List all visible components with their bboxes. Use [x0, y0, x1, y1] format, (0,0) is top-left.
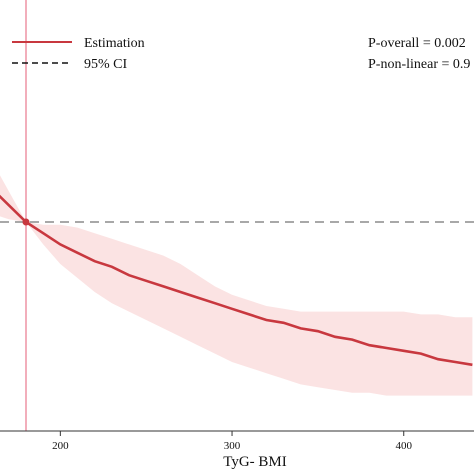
estimation-line: [0, 194, 473, 367]
reference-point: [22, 218, 30, 226]
p-overall-annotation: P-overall = 0.002: [368, 36, 466, 51]
x-axis-label: TyG- BMI: [223, 454, 287, 470]
plot-area: [0, 0, 474, 431]
x-axis: 200 300 400: [0, 430, 474, 452]
x-tick-label: 300: [224, 440, 241, 452]
legend-label-estimation: Estimation: [84, 36, 145, 51]
x-tick-label: 400: [395, 440, 412, 452]
legend: Estimation 95% CI: [12, 36, 145, 72]
legend-label-ci: 95% CI: [84, 57, 128, 72]
p-value-annotations: P-overall = 0.002 P-non-linear = 0.9: [368, 36, 470, 72]
x-tick-label: 200: [52, 440, 69, 452]
p-nonlinear-annotation: P-non-linear = 0.9: [368, 57, 470, 72]
ci-band: [0, 175, 473, 396]
